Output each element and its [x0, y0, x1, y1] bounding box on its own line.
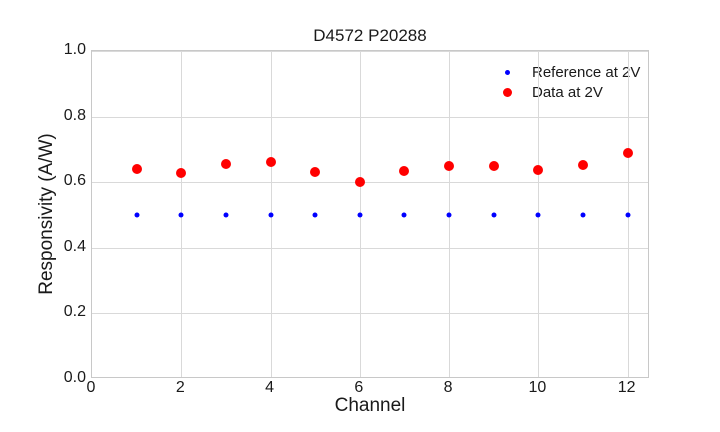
chart-title: D4572 P20288 [313, 26, 427, 45]
legend-entry-1: Data at 2V [496, 82, 640, 102]
legend-marker-icon [502, 87, 512, 97]
data-point-series-1 [578, 160, 589, 171]
legend-marker-icon [504, 69, 510, 75]
y-tick-label: 0.4 [63, 237, 86, 255]
legend-label: Reference at 2V [532, 63, 641, 81]
data-point-series-0 [223, 212, 229, 218]
x-tick-label: 12 [617, 379, 636, 396]
data-point-series-1 [444, 161, 455, 172]
y-gridline [92, 51, 648, 52]
data-point-series-0 [268, 212, 274, 218]
legend: Reference at 2V Data at 2V [496, 62, 640, 102]
x-tick-label: 0 [86, 379, 96, 396]
data-point-series-1 [131, 164, 142, 175]
data-point-series-1 [265, 157, 276, 168]
y-gridline [92, 247, 648, 249]
data-point-series-0 [446, 212, 452, 218]
y-tick-label: 0.6 [63, 172, 86, 190]
y-gridline [92, 313, 648, 315]
x-tick-label: 6 [354, 379, 364, 396]
data-point-series-1 [533, 164, 544, 175]
data-point-series-0 [357, 212, 363, 218]
data-point-series-0 [134, 212, 140, 218]
x-axis-label: Channel [334, 395, 406, 416]
data-point-series-1 [622, 147, 633, 158]
data-point-series-1 [310, 167, 321, 178]
x-tick-label: 8 [443, 379, 453, 396]
legend-marker-cell [496, 69, 518, 75]
legend-entry-0: Reference at 2V [496, 62, 640, 82]
data-point-series-1 [354, 176, 365, 187]
data-point-series-1 [399, 165, 410, 176]
data-point-series-0 [312, 212, 318, 218]
data-point-series-0 [401, 212, 407, 218]
x-tick-label: 2 [175, 379, 185, 396]
data-point-series-0 [580, 212, 586, 218]
legend-marker-cell [496, 87, 518, 97]
y-gridline [92, 182, 648, 184]
y-gridline [92, 116, 648, 118]
data-point-series-0 [625, 212, 631, 218]
y-tick-label: 0.2 [63, 303, 86, 321]
plot-area: Reference at 2V Data at 2V [91, 50, 649, 378]
x-tick-label: 10 [528, 379, 547, 396]
data-point-series-0 [535, 212, 541, 218]
data-point-series-0 [491, 212, 497, 218]
data-point-series-1 [176, 168, 187, 179]
y-axis-label: Responsivity (A/W) [36, 133, 57, 295]
legend-label: Data at 2V [532, 83, 603, 101]
y-tick-label: 0.0 [63, 369, 86, 386]
data-point-series-0 [178, 212, 184, 218]
data-point-series-1 [220, 158, 231, 169]
y-tick-label: 1.0 [63, 41, 86, 58]
data-point-series-1 [488, 161, 499, 172]
y-tick-label: 0.8 [63, 106, 86, 124]
x-tick-label: 4 [265, 379, 274, 396]
